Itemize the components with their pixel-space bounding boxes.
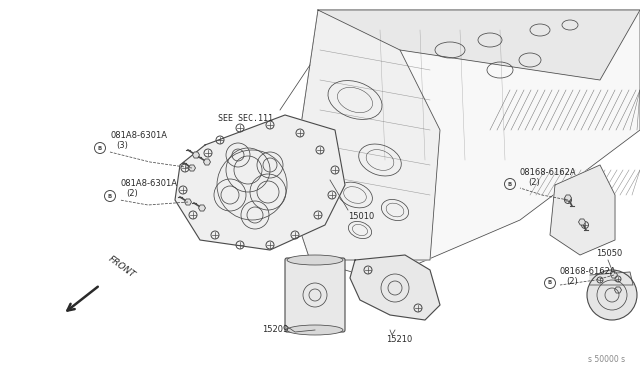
Polygon shape (204, 159, 211, 165)
Text: FRONT: FRONT (107, 255, 137, 280)
Text: (2): (2) (566, 277, 578, 286)
Polygon shape (579, 219, 586, 225)
Text: 08168-6162A: 08168-6162A (560, 267, 616, 276)
Text: B: B (108, 193, 112, 199)
Text: (2): (2) (126, 189, 138, 198)
Text: B: B (548, 280, 552, 285)
Text: (3): (3) (116, 141, 128, 150)
Polygon shape (590, 272, 633, 285)
Polygon shape (614, 287, 621, 293)
Text: B: B (508, 182, 512, 186)
Text: (2): (2) (528, 178, 540, 187)
FancyBboxPatch shape (285, 258, 345, 332)
Polygon shape (290, 10, 440, 260)
Text: 08168-6162A: 08168-6162A (520, 168, 577, 177)
Polygon shape (290, 10, 640, 280)
Polygon shape (611, 272, 618, 278)
Polygon shape (198, 205, 205, 211)
Text: 15050: 15050 (596, 249, 622, 258)
Polygon shape (193, 152, 200, 158)
Text: 081A8-6301A: 081A8-6301A (110, 131, 167, 140)
Text: SEE SEC.111: SEE SEC.111 (218, 113, 273, 122)
Text: 15010: 15010 (348, 212, 374, 221)
Text: B: B (98, 145, 102, 151)
Text: s 50000 s: s 50000 s (588, 355, 625, 364)
Ellipse shape (287, 325, 343, 335)
Polygon shape (184, 199, 191, 205)
Polygon shape (550, 165, 615, 255)
Text: 15210: 15210 (386, 336, 412, 344)
Ellipse shape (287, 255, 343, 265)
Polygon shape (189, 165, 195, 171)
Polygon shape (564, 195, 572, 201)
Polygon shape (175, 115, 345, 250)
Polygon shape (350, 255, 440, 320)
Polygon shape (318, 10, 640, 80)
Text: 081A8-6301A: 081A8-6301A (120, 179, 177, 188)
Circle shape (587, 270, 637, 320)
Text: 15209: 15209 (262, 326, 288, 334)
